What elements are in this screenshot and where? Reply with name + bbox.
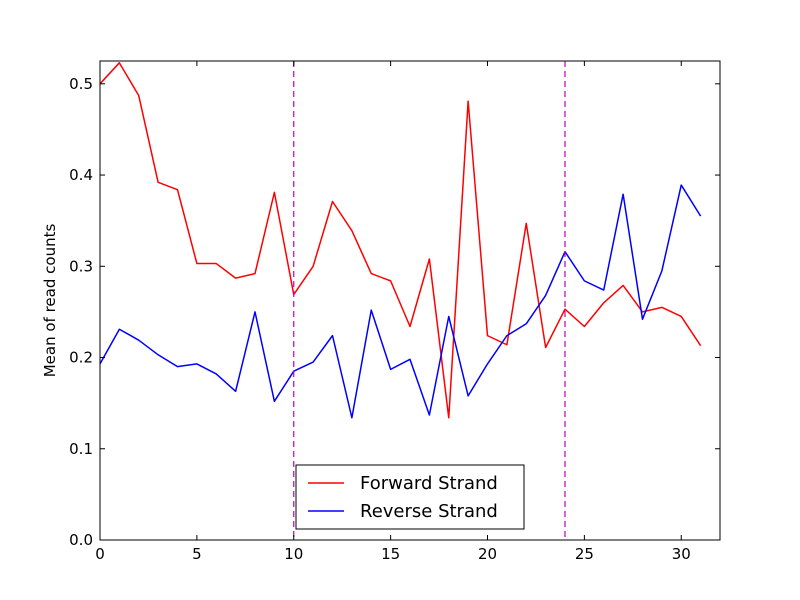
series-line [99, 184, 702, 419]
y-tick-label: 0.4 [69, 166, 93, 184]
x-tick-label: 5 [192, 545, 202, 563]
y-axis-label: Mean of read counts [41, 224, 59, 378]
legend-box [295, 464, 525, 530]
x-tick-label: 10 [284, 545, 303, 563]
y-tick-label: 0.2 [69, 349, 93, 367]
y-tick-label: 0.5 [69, 75, 93, 93]
x-tick-label: 0 [95, 545, 105, 563]
y-axis: 0.0 0.1 0.2 0.3 0.4 0.5 [69, 75, 720, 549]
plot-frame [99, 60, 721, 541]
plot-lines [99, 61, 702, 540]
x-tick-label: 25 [575, 545, 594, 563]
series-line [99, 62, 702, 419]
legend: Forward Strand Reverse Strand [295, 464, 525, 530]
x-axis: 0 5 10 15 20 25 30 [95, 61, 691, 563]
x-tick-label: 30 [672, 545, 691, 563]
legend-label: Reverse Strand [360, 501, 498, 522]
x-tick-label: 20 [478, 545, 497, 563]
y-tick-label: 0.0 [69, 531, 93, 549]
x-tick-label: 15 [381, 545, 400, 563]
legend-label: Forward Strand [360, 473, 498, 494]
y-tick-label: 0.1 [69, 440, 93, 458]
y-tick-label: 0.3 [69, 257, 93, 275]
